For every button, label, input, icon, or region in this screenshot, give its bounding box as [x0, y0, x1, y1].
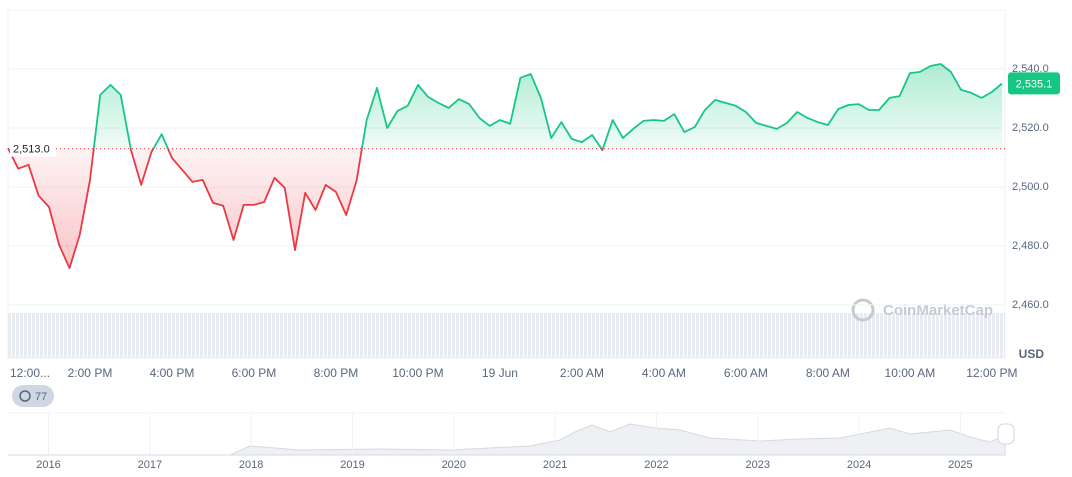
- badge-icon: [19, 390, 31, 402]
- x-tick-label: 10:00 PM: [392, 366, 443, 380]
- navigator-year: 2025: [948, 459, 972, 471]
- history-badge[interactable]: 77: [12, 385, 54, 407]
- navigator-year: 2017: [138, 459, 162, 471]
- navigator-year: 2018: [239, 459, 263, 471]
- x-tick-label: 6:00 AM: [724, 366, 768, 380]
- x-tick-label: 2:00 PM: [68, 366, 113, 380]
- y-tick-label: 2,460.0: [1012, 299, 1049, 311]
- price-area: [8, 64, 1003, 269]
- y-tick-label: 2,540.0: [1012, 63, 1049, 75]
- baseline-label: 2,513.0: [13, 144, 50, 156]
- y-axis-label: USD: [1019, 347, 1045, 361]
- x-tick-label: 19 Jun: [482, 366, 518, 380]
- price-line: [7, 63, 1003, 269]
- navigator-handle[interactable]: [997, 423, 1015, 445]
- navigator: [8, 412, 1015, 456]
- x-tick-label: 4:00 PM: [150, 366, 195, 380]
- navigator-year: 2020: [442, 459, 466, 471]
- current-price-label: 2,535.1: [1016, 78, 1053, 90]
- badge-bg: [12, 385, 54, 407]
- watermark-text: CoinMarketCap: [883, 302, 993, 319]
- y-tick-label: 2,480.0: [1012, 240, 1049, 252]
- x-tick-label: 2:00 AM: [560, 366, 604, 380]
- navigator-year: 2022: [644, 459, 668, 471]
- x-tick-label: 8:00 PM: [314, 366, 359, 380]
- navigator-year: 2016: [36, 459, 60, 471]
- x-tick-label: 10:00 AM: [885, 366, 936, 380]
- volume-bars: [8, 313, 1005, 358]
- navigator-year: 2019: [340, 459, 364, 471]
- watermark: CoinMarketCap: [851, 298, 993, 322]
- navigator-year: 2024: [847, 459, 871, 471]
- current-price-tag: [1008, 72, 1060, 95]
- navigator-year: 2023: [746, 459, 770, 471]
- y-tick-label: 2,500.0: [1012, 181, 1049, 193]
- y-tick-label: 2,520.0: [1012, 122, 1049, 134]
- x-tick-label: 6:00 PM: [232, 366, 277, 380]
- baseline-label-bg: [10, 140, 56, 157]
- x-tick-label: 12:00 PM: [966, 366, 1017, 380]
- x-tick-label: 4:00 AM: [642, 366, 686, 380]
- x-tick-label: 12:00...: [10, 366, 50, 380]
- badge-text: 77: [35, 391, 47, 403]
- navigator-year: 2021: [543, 459, 567, 471]
- x-tick-label: 8:00 AM: [806, 366, 850, 380]
